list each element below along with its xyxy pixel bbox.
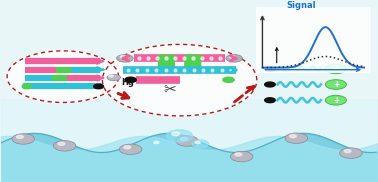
Circle shape [231, 151, 253, 162]
Circle shape [290, 134, 296, 138]
Circle shape [265, 98, 275, 103]
Circle shape [12, 134, 35, 144]
Text: ✂: ✂ [164, 82, 177, 97]
Circle shape [125, 77, 136, 82]
FancyBboxPatch shape [158, 55, 174, 73]
Circle shape [325, 64, 346, 74]
Circle shape [265, 82, 275, 87]
Circle shape [192, 140, 209, 148]
Circle shape [176, 136, 198, 146]
Circle shape [117, 54, 133, 62]
Circle shape [166, 130, 193, 142]
Circle shape [325, 80, 346, 89]
Circle shape [154, 141, 159, 144]
FancyBboxPatch shape [185, 55, 201, 73]
Circle shape [226, 54, 242, 62]
Circle shape [195, 141, 200, 144]
Circle shape [22, 84, 32, 89]
Circle shape [265, 66, 275, 71]
Circle shape [223, 77, 234, 82]
Circle shape [102, 44, 257, 116]
Circle shape [17, 135, 23, 139]
Circle shape [344, 149, 351, 153]
Circle shape [229, 56, 235, 58]
Circle shape [285, 133, 308, 143]
Circle shape [180, 137, 187, 141]
Circle shape [58, 142, 65, 145]
Text: Signal: Signal [286, 1, 316, 10]
Circle shape [119, 144, 142, 155]
Circle shape [235, 153, 242, 156]
Text: +: + [333, 80, 339, 89]
Circle shape [150, 140, 167, 148]
Text: +: + [333, 96, 339, 105]
Circle shape [53, 141, 76, 151]
Circle shape [107, 74, 121, 81]
Circle shape [325, 95, 346, 105]
Circle shape [172, 132, 180, 136]
Text: +: + [333, 64, 339, 73]
Circle shape [120, 56, 125, 58]
FancyBboxPatch shape [257, 4, 370, 72]
Text: Hg²⁺: Hg²⁺ [121, 78, 142, 87]
Circle shape [109, 75, 113, 77]
Circle shape [340, 148, 362, 158]
Circle shape [7, 51, 119, 102]
Circle shape [124, 146, 131, 149]
Circle shape [94, 84, 104, 89]
